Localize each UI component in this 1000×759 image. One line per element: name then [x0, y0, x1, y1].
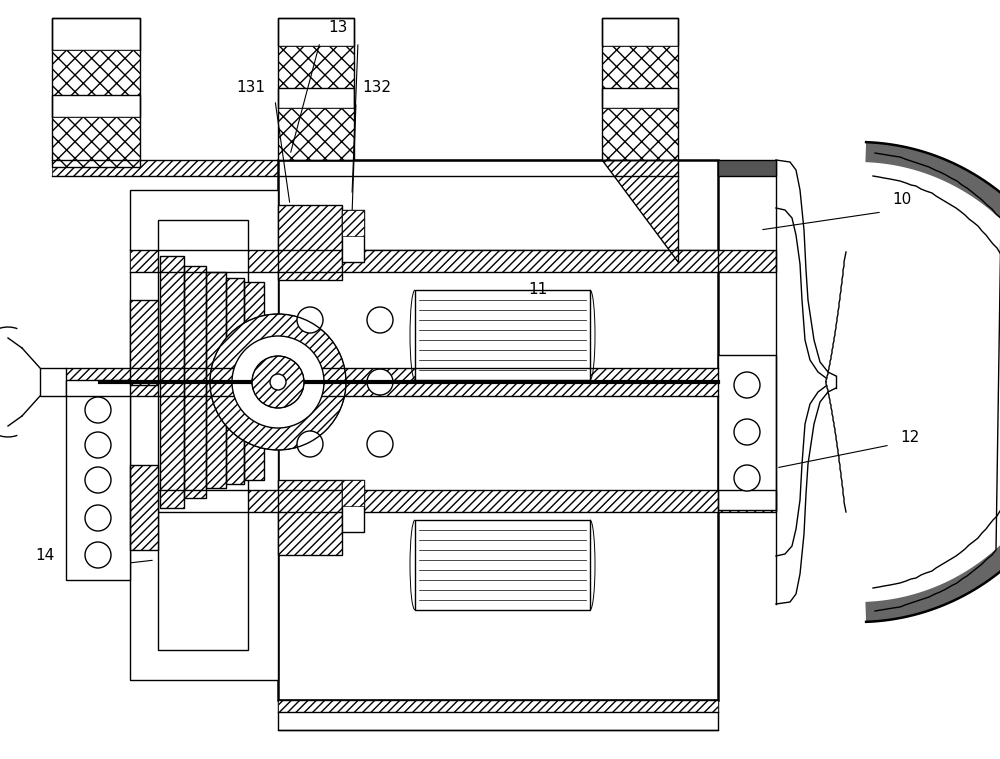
Circle shape	[85, 542, 111, 568]
Bar	[278, 700, 718, 712]
Bar	[342, 480, 364, 532]
Bar	[278, 88, 354, 108]
Bar	[718, 250, 776, 272]
Circle shape	[85, 505, 111, 531]
Circle shape	[297, 307, 323, 333]
Bar	[130, 190, 278, 680]
Bar	[415, 290, 590, 380]
Bar	[130, 490, 718, 512]
Circle shape	[734, 465, 760, 491]
Bar	[52, 95, 140, 117]
Bar	[244, 282, 264, 480]
Bar	[602, 108, 678, 160]
Circle shape	[297, 431, 323, 457]
Bar	[130, 465, 158, 550]
Bar	[158, 220, 248, 650]
Bar	[278, 18, 354, 46]
Bar	[602, 46, 678, 88]
Bar	[184, 266, 206, 498]
Bar	[278, 18, 354, 160]
Circle shape	[85, 467, 111, 493]
Text: 14: 14	[36, 547, 55, 562]
Bar	[160, 256, 184, 508]
Bar	[52, 18, 140, 167]
Bar	[718, 355, 776, 510]
Bar	[718, 160, 776, 176]
Bar	[226, 278, 244, 484]
Text: 10: 10	[892, 193, 911, 207]
Bar	[278, 108, 354, 160]
Circle shape	[210, 314, 346, 450]
Bar	[718, 250, 776, 272]
Circle shape	[252, 356, 304, 408]
Bar	[342, 480, 364, 506]
Bar	[278, 46, 354, 88]
Bar	[130, 250, 718, 272]
Bar	[206, 272, 226, 488]
Bar	[244, 282, 264, 480]
Circle shape	[270, 374, 286, 390]
Bar	[718, 490, 776, 512]
Circle shape	[85, 432, 111, 458]
Circle shape	[367, 369, 393, 395]
Polygon shape	[602, 160, 678, 262]
Bar	[184, 266, 206, 498]
Circle shape	[297, 369, 323, 395]
Text: 132: 132	[362, 80, 391, 96]
Bar	[40, 368, 66, 396]
Text: 11: 11	[528, 282, 547, 298]
Bar	[415, 520, 590, 610]
Bar	[278, 205, 342, 280]
Text: 131: 131	[236, 80, 265, 96]
Bar	[66, 368, 718, 396]
Text: 13: 13	[328, 20, 348, 36]
Circle shape	[734, 419, 760, 445]
Bar	[342, 210, 364, 262]
Bar	[718, 490, 776, 512]
Bar	[52, 50, 140, 95]
Bar	[206, 272, 226, 488]
Circle shape	[734, 372, 760, 398]
Bar	[52, 160, 678, 176]
Circle shape	[367, 307, 393, 333]
Polygon shape	[865, 142, 1000, 622]
Bar	[342, 210, 364, 236]
Bar	[160, 256, 184, 508]
Bar	[278, 480, 342, 555]
Bar	[602, 18, 678, 46]
Bar	[718, 160, 776, 176]
Text: 12: 12	[900, 430, 919, 446]
Bar	[278, 205, 342, 280]
Bar	[602, 18, 678, 160]
Bar	[278, 480, 342, 555]
Bar	[130, 300, 158, 385]
Bar	[130, 465, 158, 550]
Bar	[66, 380, 130, 580]
Circle shape	[85, 397, 111, 423]
Bar	[602, 88, 678, 108]
Bar	[52, 18, 140, 50]
Bar	[130, 300, 158, 385]
Bar	[52, 117, 140, 167]
Circle shape	[367, 431, 393, 457]
Bar	[226, 278, 244, 484]
Circle shape	[232, 336, 324, 428]
Bar	[278, 160, 718, 700]
Bar	[278, 700, 718, 730]
